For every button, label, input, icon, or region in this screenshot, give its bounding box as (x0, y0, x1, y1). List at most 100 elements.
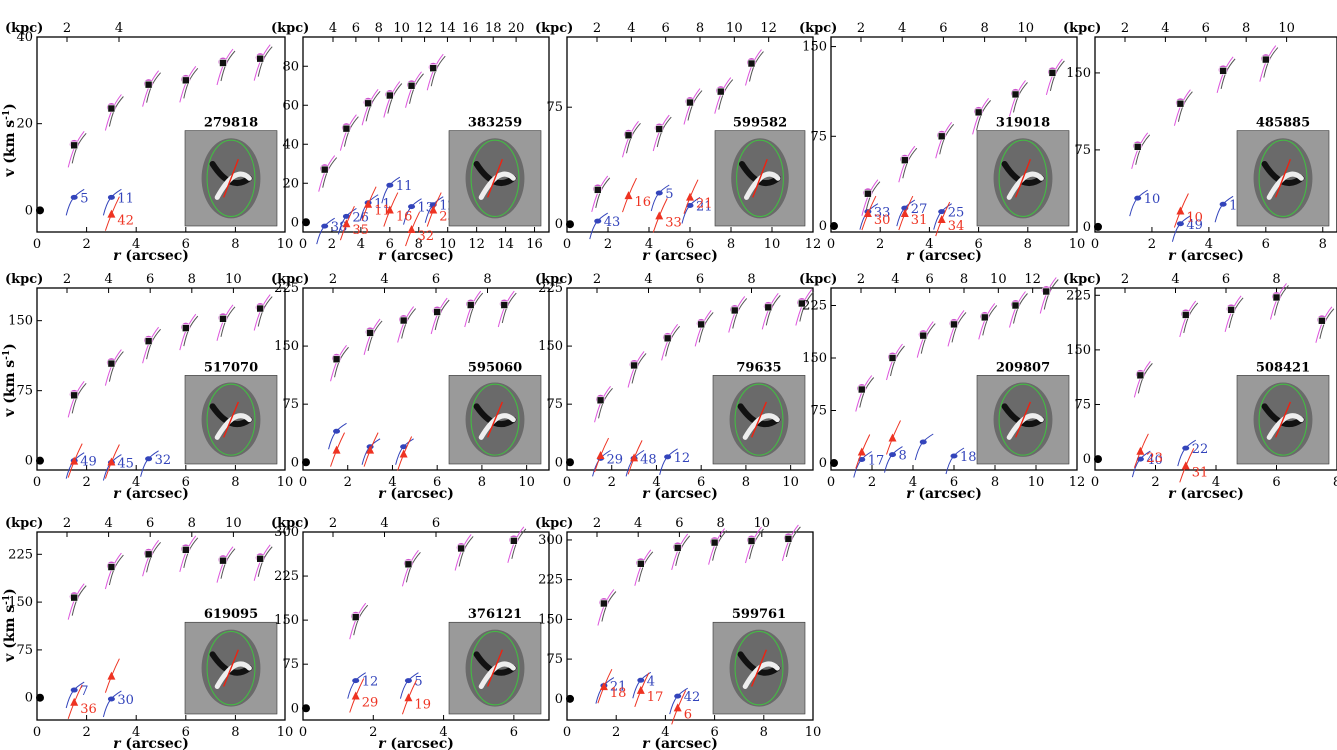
label-red: 11 (374, 204, 391, 219)
velocity-point-open (624, 131, 633, 140)
y-tick-label: 0 (819, 456, 827, 471)
galaxy-inset (714, 130, 806, 227)
velocity-point-open (1011, 301, 1020, 310)
galaxy-inset (976, 375, 1070, 465)
galaxy-inset (184, 130, 278, 227)
inset-pa-line (752, 158, 768, 198)
label-red: 31 (911, 213, 928, 228)
kpc-tick-label: 4 (329, 21, 337, 36)
y-tick-label: 0 (1083, 220, 1091, 235)
x-tick-label: 6 (1262, 237, 1270, 252)
y-tick-label: 60 (282, 98, 299, 113)
velocity-point-open (256, 304, 265, 313)
kpc-tick-label: 2 (593, 21, 601, 36)
velocity-point-open (386, 91, 394, 100)
x-tick-label: 14 (497, 237, 514, 252)
velocity-point-open (182, 546, 190, 554)
panel-79635: 0 2 4 6 8 10 2 4 6 8 (kpc) 0 75 150 225 r (arcsec) 29 48 1… (535, 272, 815, 502)
y-tick-label: 75 (16, 643, 33, 658)
kpc-tick-label: 6 (1202, 21, 1210, 36)
x-tick-label: 8 (760, 725, 768, 740)
label-blue: 4 (647, 674, 655, 689)
kpc-tick-label: 4 (104, 516, 112, 531)
label-red: 6 (684, 707, 692, 722)
kpc-unit-label: (kpc) (535, 272, 573, 287)
point-red (1176, 206, 1185, 215)
panel-id-label: 599761 (732, 607, 786, 622)
point-blue (352, 678, 360, 684)
y-tick-label: 75 (16, 384, 33, 399)
panel-id-label: 79635 (736, 360, 781, 375)
x-tick-label: 0 (299, 725, 307, 740)
panel-619095: 0 2 4 6 8 10 2 4 6 8 10 (kpc) 0 75 150 225 r (arcsec) 7 30… (5, 516, 293, 750)
point-blue (858, 457, 866, 462)
x-tick-label: 2 (612, 725, 620, 740)
kpc-unit-label: (kpc) (535, 21, 573, 36)
velocity-point-open (107, 563, 116, 571)
x-axis-title: r (arcsec) (642, 248, 718, 264)
panel-319018: 0 2 4 6 8 10 2 4 6 8 10 (kpc) 0 75 150 r (arcsec) 33 27 25… (799, 21, 1085, 264)
inset-pa-line (750, 649, 768, 687)
label-blue: 11 (396, 179, 413, 194)
kpc-tick-label: 4 (627, 21, 635, 36)
velocity-point-open (1227, 306, 1235, 314)
panel-id-label: 595060 (468, 360, 522, 375)
y-tick-label: 0 (819, 219, 827, 234)
label-blue: 22 (1192, 442, 1209, 457)
x-tick-label: 6 (710, 725, 718, 740)
panel-id-label: 485885 (1256, 116, 1310, 131)
kpc-tick-label: 12 (760, 21, 777, 36)
y-tick-label: 0 (291, 701, 299, 716)
x-tick-label: 0 (827, 237, 835, 252)
y-tick-label: 75 (546, 397, 563, 412)
panel-508421: 0 2 4 6 8 2 4 6 8 (kpc) 0 75 150 225 r (arcsec) 40 22 23 3… (1063, 272, 1337, 502)
kpc-unit-label: (kpc) (535, 516, 573, 531)
origin-point (36, 456, 44, 465)
label-blue: 30 (117, 693, 134, 708)
y-tick-label: 150 (538, 339, 563, 354)
point-blue (1136, 456, 1144, 462)
panel-209807: 0 2 4 6 8 10 12 2 4 6 8 10 12 (kpc) 0 75 150 225 r (arcsec… (799, 272, 1085, 502)
kpc-tick-label: 2 (1121, 272, 1129, 287)
kpc-tick-label: 2 (63, 21, 71, 36)
kpc-unit-label: (kpc) (799, 272, 837, 287)
x-tick-label: 8 (742, 475, 750, 490)
x-axis-title: r (arcsec) (906, 486, 982, 502)
kpc-unit-label: (kpc) (799, 21, 837, 36)
inset-spiral-arm-light (1266, 413, 1304, 440)
label-red: 36 (80, 702, 97, 717)
point-blue (1176, 221, 1184, 227)
point-blue (107, 194, 115, 200)
kpc-tick-label: 8 (483, 272, 491, 287)
label-blue: 40 (1146, 453, 1163, 468)
kpc-tick-label: 4 (898, 21, 906, 36)
kpc-tick-label: 4 (115, 21, 123, 36)
kpc-tick-label: 8 (980, 21, 988, 36)
velocity-point-open (182, 324, 190, 332)
x-axis-title: r (arcsec) (642, 736, 718, 750)
velocity-point-open (950, 320, 958, 329)
kpc-tick-label: 8 (716, 516, 724, 531)
velocity-point-open (332, 355, 341, 364)
label-blue: 18 (960, 450, 977, 465)
point-blue (686, 202, 694, 208)
origin-point (302, 704, 310, 713)
inset-ellipse (206, 139, 256, 218)
velocity-point-open (900, 156, 909, 165)
point-red (107, 457, 116, 466)
kpc-tick-label: 6 (939, 21, 947, 36)
label-red: 31 (1192, 465, 1209, 480)
x-tick-label: 0 (563, 725, 571, 740)
x-tick-label: 6 (686, 237, 694, 252)
label-blue: 25 (948, 206, 965, 221)
velocity-point-open (857, 385, 866, 394)
point-blue (950, 453, 958, 459)
point-blue (145, 456, 153, 462)
kpc-tick-label: 4 (1171, 272, 1179, 287)
x-tick-label: 0 (33, 237, 41, 252)
y-axis-title: v (km s-1) (2, 343, 18, 418)
velocity-point-open (636, 559, 645, 568)
x-tick-label: 6 (974, 237, 982, 252)
velocity-point-open (144, 80, 153, 89)
point-red (364, 199, 373, 208)
